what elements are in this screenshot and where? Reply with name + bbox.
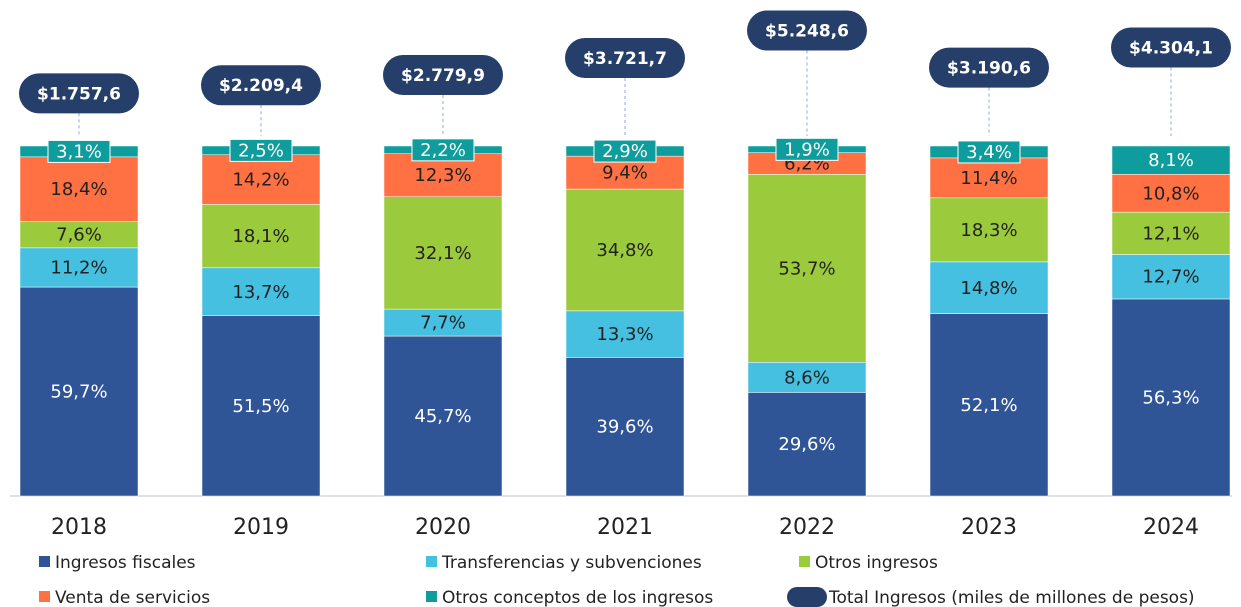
- x-tick-label: 2020: [415, 515, 471, 540]
- bar-segment: [747, 362, 867, 393]
- total-label: $2.779,9: [401, 66, 485, 86]
- legend-swatch: [426, 556, 437, 567]
- bar-segment: [565, 188, 685, 312]
- data-label: 14,8%: [960, 278, 1017, 299]
- x-tick-label: 2018: [51, 515, 107, 540]
- bar-segment: [565, 310, 685, 358]
- data-label: 18,4%: [50, 179, 107, 200]
- bar-segment: [929, 261, 1049, 314]
- total-label: $2.209,4: [219, 76, 303, 96]
- bar-segment: [201, 267, 321, 316]
- legend-swatch: [426, 591, 437, 602]
- data-label: 2,5%: [238, 140, 284, 161]
- total-bubble: [747, 10, 867, 51]
- label-box: [229, 138, 293, 162]
- total-bubble: [19, 73, 139, 114]
- legend-swatch: [799, 556, 810, 567]
- data-label: 53,7%: [778, 258, 835, 279]
- data-label: 12,7%: [1142, 267, 1199, 288]
- label-box: [411, 138, 475, 162]
- data-label: 1,9%: [784, 139, 830, 160]
- legend-label: Venta de servicios: [55, 588, 210, 607]
- data-label: 51,5%: [232, 396, 289, 417]
- bar-segment: [19, 286, 139, 497]
- total-label: $5.248,6: [765, 22, 849, 42]
- data-label: 52,1%: [960, 395, 1017, 416]
- bar-segment: [201, 154, 321, 205]
- legend-label: Otros ingresos: [815, 553, 938, 573]
- bar-segment: [1111, 254, 1231, 300]
- bar-segment: [383, 335, 503, 497]
- data-label: 11,4%: [960, 168, 1017, 189]
- data-label: 18,3%: [960, 220, 1017, 241]
- data-label: 56,3%: [1142, 387, 1199, 408]
- x-tick-label: 2022: [779, 515, 835, 540]
- bar-segment: [747, 392, 867, 497]
- bar-segment: [929, 313, 1049, 497]
- data-label: 45,7%: [414, 406, 471, 427]
- total-bubble: [565, 38, 685, 79]
- data-label: 3,1%: [56, 141, 102, 162]
- label-box: [957, 140, 1021, 164]
- data-label: 12,1%: [1142, 223, 1199, 244]
- legend-swatch: [39, 591, 50, 602]
- total-label: $1.757,6: [37, 84, 121, 104]
- data-label: 2,2%: [420, 140, 466, 161]
- total-label: $3.190,6: [947, 59, 1031, 79]
- data-label: 14,2%: [232, 170, 289, 191]
- bar-segment: [19, 247, 139, 288]
- bar-segment: [201, 315, 321, 497]
- legend-swatch: [787, 587, 827, 607]
- x-tick-label: 2019: [233, 515, 289, 540]
- label-box: [47, 139, 111, 163]
- data-label: 13,3%: [596, 324, 653, 345]
- data-label: 59,7%: [50, 382, 107, 403]
- data-label: 2,9%: [602, 141, 648, 162]
- bar-segment: [1111, 211, 1231, 255]
- bar-segment: [747, 174, 867, 363]
- data-label: 8,1%: [1148, 150, 1194, 171]
- data-label: 39,6%: [596, 417, 653, 438]
- data-label: 7,7%: [420, 313, 466, 334]
- total-bubble: [929, 47, 1049, 88]
- bar-segment: [929, 157, 1049, 199]
- data-label: 13,7%: [232, 282, 289, 303]
- legend-label: Total Ingresos (miles de millones de pes…: [828, 588, 1195, 607]
- label-box: [593, 139, 657, 163]
- legend-label: Ingresos fiscales: [55, 553, 196, 573]
- data-label: 10,8%: [1142, 183, 1199, 204]
- x-tick-label: 2023: [961, 515, 1017, 540]
- total-bubble: [1111, 27, 1231, 68]
- data-label: 32,1%: [414, 243, 471, 264]
- total-label: $3.721,7: [583, 49, 667, 69]
- bar-segment: [19, 156, 139, 222]
- total-label: $4.304,1: [1129, 39, 1213, 59]
- data-label: 34,8%: [596, 240, 653, 261]
- x-tick-label: 2021: [597, 515, 653, 540]
- bar-segment: [565, 357, 685, 497]
- x-tick-label: 2024: [1143, 515, 1199, 540]
- bar-segment: [1111, 298, 1231, 497]
- data-label: 18,1%: [232, 226, 289, 247]
- legend-swatch: [39, 556, 50, 567]
- data-label: 11,2%: [50, 257, 107, 278]
- legend-label: Otros conceptos de los ingresos: [442, 588, 713, 607]
- total-bubble: [201, 65, 321, 106]
- bar-segment: [929, 197, 1049, 263]
- bar-segment: [383, 308, 503, 337]
- data-label: 3,4%: [966, 142, 1012, 163]
- data-label: 8,6%: [784, 367, 830, 388]
- data-label: 7,6%: [56, 225, 102, 246]
- total-bubble: [383, 54, 503, 95]
- bar-segment: [201, 204, 321, 269]
- data-label: 29,6%: [778, 434, 835, 455]
- bar-segment: [383, 196, 503, 310]
- data-label: 12,3%: [414, 165, 471, 186]
- legend-label: Transferencias y subvenciones: [441, 553, 702, 573]
- label-box: [775, 137, 839, 161]
- bar-segment: [1111, 145, 1231, 175]
- data-label: 9,4%: [602, 163, 648, 184]
